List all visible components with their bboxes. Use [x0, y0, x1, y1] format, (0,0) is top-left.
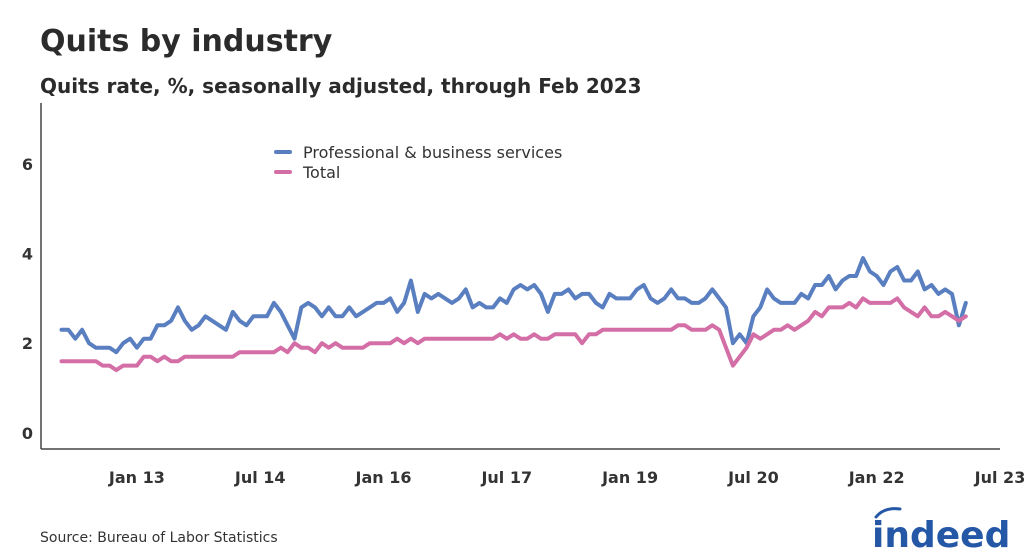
chart-subtitle: Quits rate, %, seasonally adjusted, thro… — [40, 74, 642, 98]
y-tick-label: 2 — [22, 334, 33, 353]
indeed-logo: indeed — [870, 505, 1010, 556]
x-tick-label: Jul 20 — [727, 468, 779, 487]
x-tick-label: Jan 22 — [848, 468, 905, 487]
x-tick-label: Jan 16 — [355, 468, 412, 487]
x-tick-label: Jan 19 — [601, 468, 658, 487]
y-tick-label: 4 — [22, 245, 33, 264]
series-line-total — [59, 296, 968, 373]
x-tick-label: Jul 17 — [480, 468, 532, 487]
axes: 0 2 4 6 Jan 13 Jul 14 Jan 16 Jul 17 Jan 19 Jul 20… — [22, 103, 1024, 487]
chart-title: Quits by industry — [40, 24, 333, 59]
series-line-professional-business-services — [59, 256, 968, 355]
y-tick-label: 0 — [22, 424, 33, 443]
y-tick-label: 6 — [22, 155, 33, 174]
x-tick-label: Jul 23 — [974, 468, 1024, 487]
svg-text:indeed: indeed — [872, 515, 1010, 553]
series-lines — [59, 256, 968, 373]
x-tick-label: Jan 13 — [108, 468, 165, 487]
legend-label: Professional & business services — [303, 143, 562, 162]
legend-label: Total — [302, 163, 340, 182]
source-note: Source: Bureau of Labor Statistics — [40, 530, 278, 546]
x-tick-label: Jul 14 — [234, 468, 286, 487]
